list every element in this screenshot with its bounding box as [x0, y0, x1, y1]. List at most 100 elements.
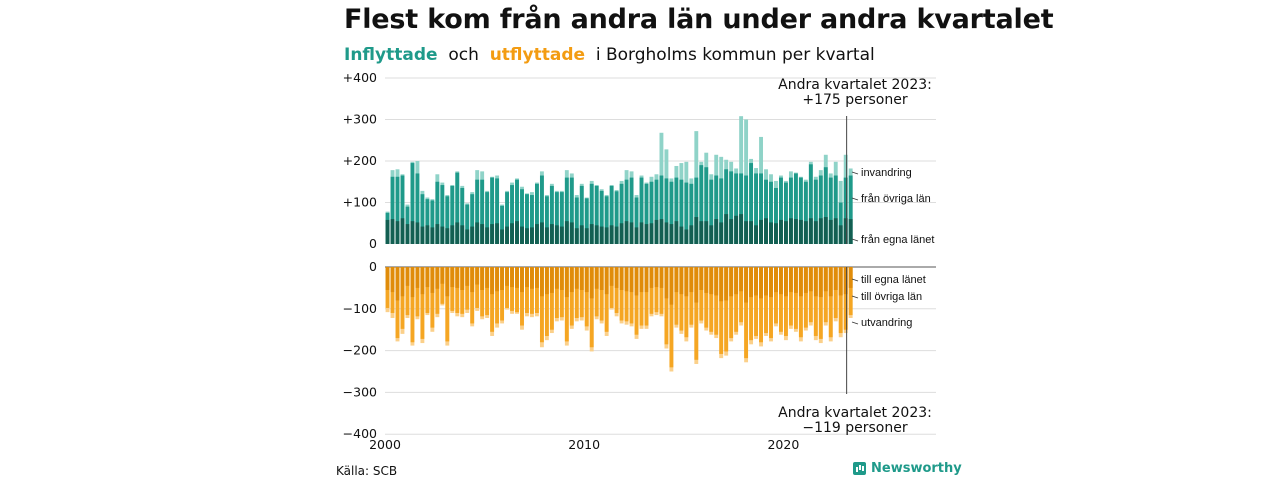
inflow-other-county-bar — [579, 185, 584, 244]
inflow-other-county-bar — [535, 183, 539, 244]
outflow-other-county-bar — [395, 267, 400, 339]
inflow-other-county-bar — [420, 194, 425, 244]
outflow-other-county-bar — [664, 267, 669, 345]
inflow-own-county-bar — [535, 224, 539, 244]
inflow-own-county-bar — [719, 222, 724, 244]
outflow-other-county-bar — [594, 267, 599, 317]
outflow-own-county-bar — [395, 267, 400, 301]
outflow-own-county-bar — [629, 267, 634, 293]
inflow-own-county-bar — [599, 226, 604, 244]
inflow-other-county-bar — [495, 178, 500, 244]
inflow-other-county-bar — [410, 163, 415, 244]
inflow-other-county-bar — [549, 185, 554, 244]
inflow-other-county-bar — [739, 173, 744, 244]
outflow-other-county-bar — [435, 267, 440, 314]
inflow-own-county-bar — [554, 225, 559, 244]
inflow-other-county-bar — [455, 172, 460, 244]
outflow-own-county-bar — [455, 267, 460, 288]
outflow-other-county-bar — [793, 267, 798, 329]
outflow-other-county-bar — [629, 267, 634, 324]
inflow-own-county-bar — [779, 219, 783, 244]
inflow-own-county-bar — [664, 222, 669, 244]
outflow-own-county-bar — [634, 267, 639, 296]
outflow-own-county-bar — [440, 267, 445, 284]
outflow-own-county-bar — [788, 267, 793, 293]
inflow-other-county-bar — [759, 173, 763, 244]
outflow-own-county-bar — [803, 267, 808, 293]
outflow-other-county-bar — [420, 267, 425, 339]
outflow-own-county-bar — [475, 267, 480, 285]
outflow-own-county-bar — [689, 267, 694, 293]
inflow-other-county-bar — [764, 179, 768, 244]
inflow-own-county-bar — [485, 227, 490, 244]
inflow-other-county-bar — [709, 179, 714, 244]
inflow-other-county-bar — [744, 175, 749, 244]
inflow-own-county-bar — [744, 221, 749, 244]
inflow-other-county-bar — [843, 177, 848, 244]
outflow-own-county-bar — [669, 267, 674, 305]
outflow-other-county-bar — [450, 267, 455, 311]
inflow-own-county-bar — [440, 226, 445, 244]
inflow-own-county-bar — [405, 224, 410, 244]
annotation-outflow-line1: Andra kvartalet 2023: — [778, 405, 932, 421]
inflow-other-county-bar — [629, 177, 634, 244]
outflow-own-county-bar — [609, 267, 614, 286]
outflow-other-county-bar — [460, 267, 465, 314]
inflow-other-county-bar — [788, 177, 793, 244]
inflow-own-county-bar — [525, 228, 529, 244]
chart-subtitle: Inflyttade och utflyttade i Borgholms ko… — [344, 45, 875, 65]
outflow-other-county-bar — [624, 267, 629, 322]
outflow-own-county-bar — [624, 267, 629, 292]
outflow-own-county-bar — [619, 267, 624, 290]
outflow-own-county-bar — [460, 267, 465, 290]
label-leader — [851, 278, 859, 282]
inflow-own-county-bar — [674, 221, 679, 244]
inflow-other-county-bar — [569, 177, 574, 244]
outflow-other-county-bar — [679, 267, 684, 331]
outflow-other-county-bar — [788, 267, 793, 326]
inflow-other-county-bar — [779, 177, 783, 244]
inflow-other-county-bar — [614, 191, 619, 244]
inflow-other-county-bar — [774, 187, 778, 244]
outflow-own-county-bar — [385, 267, 390, 290]
inflow-own-county-bar — [769, 222, 773, 244]
inflow-own-county-bar — [734, 215, 739, 244]
inflow-own-county-bar — [654, 219, 659, 244]
brand-name: Newsworthy — [871, 461, 962, 476]
outflow-other-county-bar — [823, 267, 828, 323]
x-tick-label: 2020 — [767, 437, 799, 452]
inflow-own-county-bar — [634, 227, 639, 244]
outflow-own-county-bar — [764, 267, 768, 296]
outflow-other-county-bar — [405, 267, 410, 316]
inflow-other-county-bar — [719, 178, 724, 244]
outflow-other-county-bar — [724, 267, 729, 352]
inflow-other-county-bar — [425, 199, 430, 244]
inflow-own-county-bar — [594, 225, 599, 244]
inflow-own-county-bar — [614, 226, 619, 244]
outflow-own-county-bar — [729, 267, 734, 297]
outflow-other-county-bar — [714, 267, 719, 335]
y-tick-label: +400 — [343, 70, 377, 85]
inflow-other-county-bar — [564, 177, 569, 244]
inflow-own-county-bar — [629, 222, 634, 244]
outflow-other-county-bar — [430, 267, 435, 328]
outflow-own-county-bar — [480, 267, 485, 290]
outflow-own-county-bar — [654, 267, 659, 288]
outflow-own-county-bar — [833, 267, 838, 290]
outflow-other-county-bar — [465, 267, 470, 310]
outflow-other-county-bar — [539, 267, 544, 343]
outflow-other-county-bar — [455, 267, 460, 313]
outflow-other-county-bar — [579, 267, 584, 318]
inflow-other-county-bar — [485, 192, 490, 244]
inflow-own-county-bar — [460, 225, 465, 244]
inflow-other-county-bar — [704, 167, 709, 244]
inflow-own-county-bar — [828, 219, 833, 244]
inflow-other-county-bar — [515, 179, 519, 244]
outflow-other-county-bar — [659, 267, 664, 314]
outflow-own-county-bar — [798, 267, 803, 297]
outflow-own-county-bar — [530, 267, 534, 289]
inflow-other-county-bar — [465, 204, 470, 244]
inflow-other-county-bar — [724, 169, 729, 244]
outflow-own-county-bar — [584, 267, 589, 293]
